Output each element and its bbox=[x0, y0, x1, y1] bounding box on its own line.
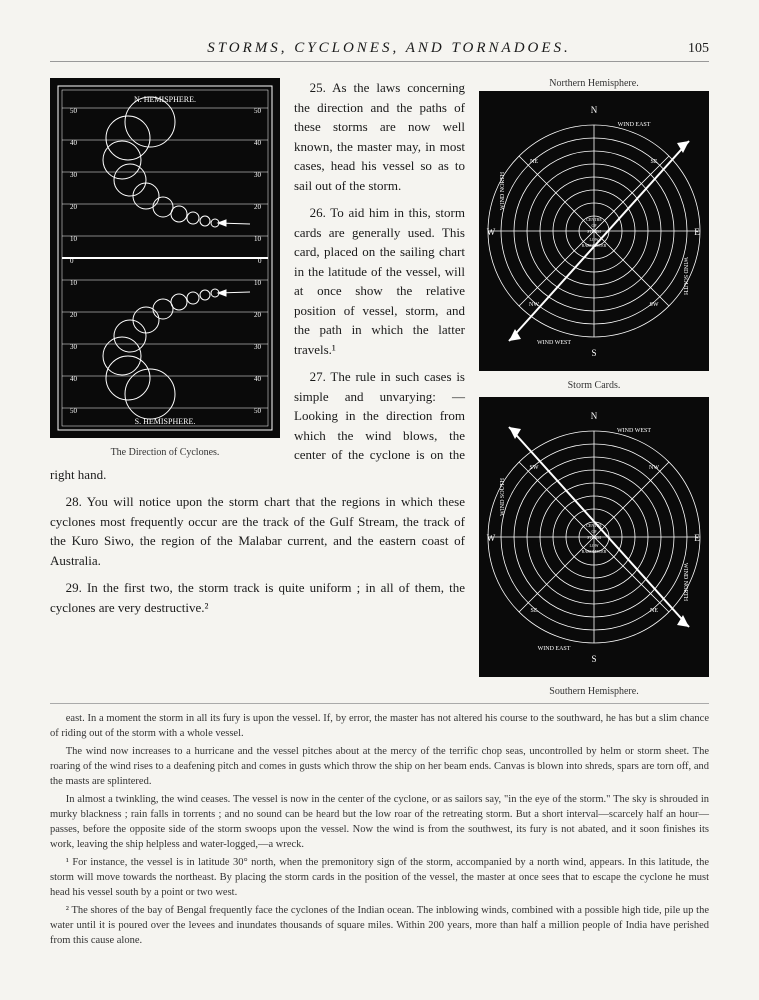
svg-text:E: E bbox=[694, 227, 700, 237]
svg-text:NE: NE bbox=[650, 608, 658, 614]
svg-text:SW: SW bbox=[650, 302, 659, 308]
svg-text:CENTRE: CENTRE bbox=[586, 217, 602, 222]
page-header: STORMS, CYCLONES, AND TORNADOES. 105 bbox=[50, 40, 709, 62]
footnote-1: east. In a moment the storm in all its f… bbox=[50, 712, 709, 741]
header-title: STORMS, CYCLONES, AND TORNADOES. bbox=[90, 40, 688, 57]
separator bbox=[50, 703, 709, 704]
svg-text:LOW: LOW bbox=[589, 237, 598, 242]
svg-text:20: 20 bbox=[70, 203, 78, 211]
svg-text:NE: NE bbox=[530, 159, 538, 165]
svg-text:30: 30 bbox=[70, 343, 78, 351]
svg-text:WIND NORTH: WIND NORTH bbox=[500, 171, 506, 210]
storm-card-south-svg: N S E W WIND WEST WIND NORTH WIND EAST W… bbox=[479, 397, 709, 677]
svg-text:10: 10 bbox=[70, 235, 78, 243]
svg-text:WIND NORTH: WIND NORTH bbox=[682, 563, 688, 602]
svg-text:10: 10 bbox=[254, 235, 262, 243]
svg-text:SE: SE bbox=[530, 608, 537, 614]
svg-text:S: S bbox=[591, 348, 596, 358]
footnote-3: In almost a twinkling, the wind ceases. … bbox=[50, 793, 709, 852]
svg-text:W: W bbox=[487, 533, 496, 543]
storm-cards-caption: Storm Cards. bbox=[479, 380, 709, 391]
cyclone-direction-svg: N. HEMISPHERE. S. HEMISPHERE. bbox=[50, 78, 280, 438]
svg-text:E: E bbox=[694, 533, 700, 543]
svg-text:LOW: LOW bbox=[589, 543, 598, 548]
svg-text:30: 30 bbox=[70, 171, 78, 179]
svg-text:40: 40 bbox=[254, 139, 262, 147]
svg-text:WIND EAST: WIND EAST bbox=[538, 646, 571, 652]
svg-text:N: N bbox=[591, 105, 598, 115]
svg-text:SE: SE bbox=[650, 159, 657, 165]
footnote-2: The wind now increases to a hurricane an… bbox=[50, 745, 709, 789]
page-number: 105 bbox=[688, 41, 709, 57]
svg-text:BAROMETER: BAROMETER bbox=[582, 243, 607, 248]
svg-text:CENTRE: CENTRE bbox=[586, 523, 602, 528]
svg-text:NW: NW bbox=[649, 465, 659, 471]
svg-text:BAROMETER: BAROMETER bbox=[582, 549, 607, 554]
svg-text:20: 20 bbox=[70, 311, 78, 319]
n-hemisphere-label: N. HEMISPHERE. bbox=[134, 95, 196, 104]
footnote-5: ² The shores of the bay of Bengal freque… bbox=[50, 904, 709, 948]
svg-text:WIND WEST: WIND WEST bbox=[617, 428, 651, 434]
svg-text:50: 50 bbox=[70, 107, 78, 115]
page: STORMS, CYCLONES, AND TORNADOES. 105 N. … bbox=[0, 0, 759, 1000]
svg-text:10: 10 bbox=[254, 279, 262, 287]
svg-text:30: 30 bbox=[254, 343, 262, 351]
svg-text:30: 30 bbox=[254, 171, 262, 179]
figure-storm-cards: Northern Hemisphere. N S bbox=[479, 78, 709, 697]
svg-text:WIND SOUTH: WIND SOUTH bbox=[500, 477, 506, 515]
svg-text:0: 0 bbox=[70, 257, 74, 265]
south-hemisphere-caption: Southern Hemisphere. bbox=[479, 686, 709, 697]
content-area: N. HEMISPHERE. S. HEMISPHERE. bbox=[50, 78, 709, 948]
svg-text:20: 20 bbox=[254, 203, 262, 211]
svg-text:S: S bbox=[591, 654, 596, 664]
svg-text:WIND WEST: WIND WEST bbox=[537, 340, 571, 346]
svg-text:NW: NW bbox=[529, 302, 539, 308]
svg-text:W: W bbox=[487, 227, 496, 237]
north-hemisphere-caption: Northern Hemisphere. bbox=[479, 78, 709, 89]
svg-text:STORM: STORM bbox=[587, 535, 601, 540]
svg-text:WIND SOUTH: WIND SOUTH bbox=[682, 257, 688, 295]
svg-text:STORM: STORM bbox=[587, 229, 601, 234]
svg-text:10: 10 bbox=[70, 279, 78, 287]
storm-card-north-svg: N S E W WIND EAST WIND SOUTH WIND WEST W… bbox=[479, 91, 709, 371]
svg-text:WIND EAST: WIND EAST bbox=[618, 122, 651, 128]
figure-cyclone-direction: N. HEMISPHERE. S. HEMISPHERE. bbox=[50, 78, 280, 458]
svg-text:40: 40 bbox=[254, 375, 262, 383]
footnote-4: ¹ For instance, the vessel is in latitud… bbox=[50, 856, 709, 900]
svg-text:50: 50 bbox=[254, 407, 262, 415]
footnotes: east. In a moment the storm in all its f… bbox=[50, 712, 709, 948]
figure-left-caption: The Direction of Cyclones. bbox=[50, 447, 280, 458]
svg-text:N: N bbox=[591, 411, 598, 421]
svg-text:40: 40 bbox=[70, 375, 78, 383]
svg-text:0: 0 bbox=[258, 257, 262, 265]
svg-text:50: 50 bbox=[70, 407, 78, 415]
svg-text:OF: OF bbox=[591, 223, 597, 228]
svg-text:SW: SW bbox=[530, 465, 539, 471]
svg-text:40: 40 bbox=[70, 139, 78, 147]
svg-text:20: 20 bbox=[254, 311, 262, 319]
svg-text:50: 50 bbox=[254, 107, 262, 115]
svg-text:OF: OF bbox=[591, 529, 597, 534]
